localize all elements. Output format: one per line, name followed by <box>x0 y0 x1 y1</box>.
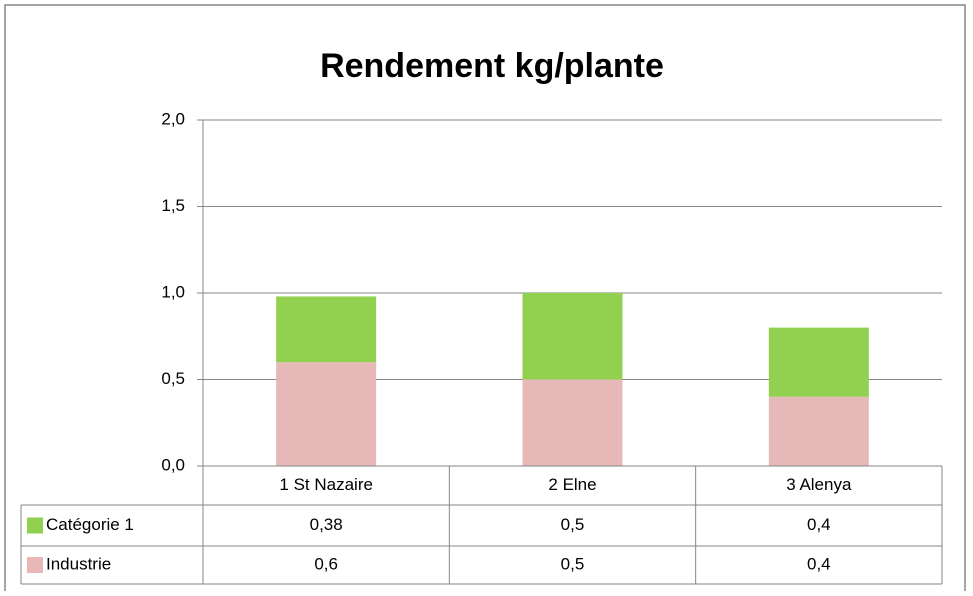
data-label: 0,4 <box>807 554 831 573</box>
y-tick-label: 0,0 <box>161 455 185 474</box>
bar-segment <box>768 396 869 466</box>
data-label: 0,6 <box>314 554 338 573</box>
y-tick-label: 0,5 <box>161 369 185 388</box>
legend-key <box>27 517 43 534</box>
bar-segment <box>276 296 377 363</box>
x-tick-label: 1 St Nazaire <box>279 475 373 494</box>
y-tick-label: 2,0 <box>161 109 185 128</box>
legend-key <box>27 557 43 573</box>
x-tick-label: 2 Elne <box>548 475 596 494</box>
y-tick-label: 1,0 <box>161 282 185 301</box>
data-label: 0,38 <box>310 515 343 534</box>
bar-segment <box>522 379 623 466</box>
data-label: 0,5 <box>561 515 585 534</box>
legend-label: Industrie <box>46 554 111 573</box>
y-tick-label: 1,5 <box>161 196 185 215</box>
legend-label: Catégorie 1 <box>46 515 134 534</box>
chart-title: Rendement kg/plante <box>320 47 664 85</box>
bar-segment <box>522 293 623 380</box>
x-tick-label: 3 Alenya <box>786 475 852 494</box>
chart-border <box>4 4 966 596</box>
bar-segment <box>276 362 377 466</box>
data-label: 0,5 <box>561 554 585 573</box>
bar-segment <box>768 327 869 397</box>
data-label: 0,4 <box>807 515 831 534</box>
